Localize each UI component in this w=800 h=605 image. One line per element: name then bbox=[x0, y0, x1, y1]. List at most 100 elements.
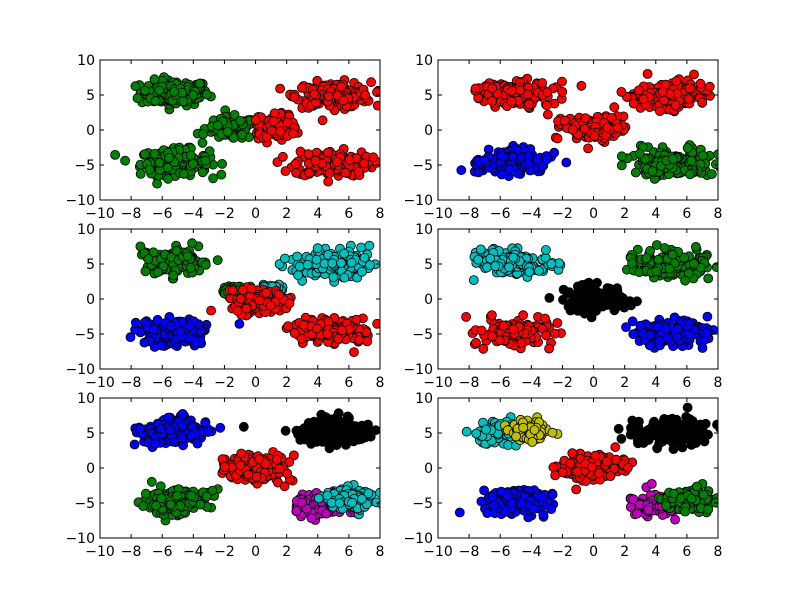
data-point bbox=[702, 329, 711, 338]
data-point bbox=[663, 334, 672, 343]
series-2 bbox=[259, 241, 408, 296]
data-point bbox=[153, 179, 162, 188]
data-point bbox=[328, 259, 337, 268]
data-point bbox=[471, 84, 480, 93]
data-point bbox=[331, 436, 340, 445]
data-point bbox=[568, 125, 577, 134]
data-point bbox=[296, 147, 305, 156]
data-point bbox=[170, 87, 179, 96]
y-tick-label: −10 bbox=[65, 531, 95, 547]
data-point bbox=[280, 254, 289, 263]
x-tick-label: 8 bbox=[714, 206, 723, 222]
data-point bbox=[294, 427, 303, 436]
data-point bbox=[603, 284, 612, 293]
data-point bbox=[629, 99, 638, 108]
points-group bbox=[126, 239, 408, 357]
data-point bbox=[147, 477, 156, 486]
y-tick-label: 5 bbox=[424, 257, 433, 273]
data-point bbox=[323, 329, 332, 338]
data-point bbox=[238, 286, 247, 295]
data-point bbox=[505, 263, 514, 272]
data-point bbox=[696, 79, 705, 88]
data-point bbox=[462, 427, 471, 436]
y-tick-label: 10 bbox=[77, 391, 95, 407]
y-tick-label: −10 bbox=[65, 193, 95, 209]
data-point bbox=[313, 244, 322, 253]
data-point bbox=[388, 86, 397, 95]
y-tick-label: −5 bbox=[412, 327, 433, 343]
points-group bbox=[457, 69, 725, 183]
data-point bbox=[660, 244, 669, 253]
data-point bbox=[361, 91, 370, 100]
data-point bbox=[188, 160, 197, 169]
data-point bbox=[145, 165, 154, 174]
data-point bbox=[141, 86, 150, 95]
data-point bbox=[278, 152, 287, 161]
data-point bbox=[672, 77, 681, 86]
x-tick-label: 0 bbox=[251, 206, 260, 222]
data-point bbox=[683, 144, 692, 153]
series-2 bbox=[457, 141, 571, 180]
data-point bbox=[497, 170, 506, 179]
x-tick-label: −2 bbox=[214, 375, 235, 391]
x-tick-label: −6 bbox=[152, 375, 173, 391]
series-2 bbox=[239, 409, 380, 453]
data-point bbox=[530, 426, 539, 435]
x-tick-label: −8 bbox=[121, 206, 142, 222]
data-point bbox=[686, 170, 695, 179]
x-tick-label: −6 bbox=[152, 206, 173, 222]
data-point bbox=[167, 322, 176, 331]
data-point bbox=[155, 158, 164, 167]
series-3 bbox=[545, 278, 642, 322]
data-point bbox=[541, 246, 550, 255]
data-point bbox=[335, 499, 344, 508]
series-5 bbox=[622, 312, 718, 352]
y-tick-label: 5 bbox=[424, 88, 433, 104]
data-point bbox=[202, 492, 211, 501]
data-point bbox=[363, 337, 372, 346]
series-2 bbox=[251, 76, 397, 187]
data-point bbox=[213, 256, 222, 265]
x-tick-label: −6 bbox=[490, 206, 511, 222]
data-point bbox=[599, 295, 608, 304]
data-point bbox=[669, 445, 678, 454]
data-point bbox=[166, 500, 175, 509]
data-point bbox=[562, 158, 571, 167]
data-point bbox=[685, 84, 694, 93]
data-point bbox=[584, 144, 593, 153]
x-tick-label: 4 bbox=[313, 206, 322, 222]
data-point bbox=[483, 263, 492, 272]
data-point bbox=[341, 168, 350, 177]
series-3 bbox=[207, 283, 400, 357]
data-point bbox=[358, 267, 367, 276]
data-point bbox=[153, 268, 162, 277]
data-point bbox=[360, 159, 369, 168]
data-point bbox=[573, 303, 582, 312]
x-tick-label: −8 bbox=[121, 544, 142, 560]
x-tick-label: −4 bbox=[183, 375, 204, 391]
data-point bbox=[149, 325, 158, 334]
x-tick-label: 4 bbox=[313, 375, 322, 391]
y-tick-label: −5 bbox=[74, 158, 95, 174]
data-point bbox=[131, 318, 140, 327]
data-point bbox=[297, 498, 306, 507]
data-point bbox=[337, 259, 346, 268]
x-tick-label: 4 bbox=[651, 375, 660, 391]
data-point bbox=[617, 434, 626, 443]
data-point bbox=[365, 241, 374, 250]
data-point bbox=[266, 301, 275, 310]
data-point bbox=[488, 84, 497, 93]
data-point bbox=[355, 336, 364, 345]
data-point bbox=[488, 97, 497, 106]
data-point bbox=[479, 344, 488, 353]
y-tick-label: −5 bbox=[74, 327, 95, 343]
series-4 bbox=[126, 312, 244, 351]
series-3 bbox=[614, 403, 730, 454]
data-point bbox=[357, 243, 366, 252]
data-point bbox=[220, 463, 229, 472]
data-point bbox=[151, 439, 160, 448]
data-point bbox=[316, 437, 325, 446]
x-tick-label: −4 bbox=[183, 544, 204, 560]
